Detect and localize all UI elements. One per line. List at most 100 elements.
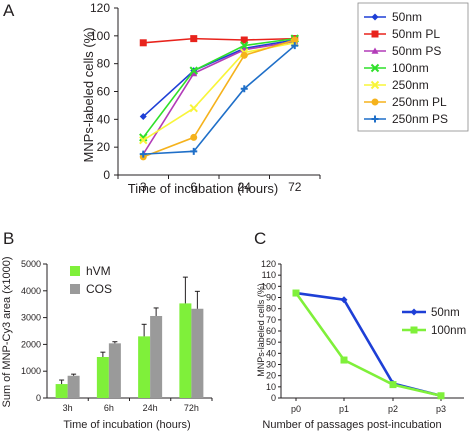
panel-a-point-250nm (139, 136, 148, 145)
panel-a-series-line-250nm-ps (143, 44, 296, 155)
panel-c-series-line-50nm (295, 291, 442, 398)
panel-a-point-250nm-ps (139, 150, 147, 158)
panel-a-x-tick-label: 72 (288, 180, 302, 194)
panel-a-y-tick-label: 40 (97, 112, 111, 126)
panel-a-x-tick-label: 6 (190, 180, 197, 194)
panel-a-legend: 50nm 50nm PL 50nm PS 100nm 250nm 250nm PL 250n… (357, 2, 469, 132)
panel-c-y-tick-label: 90 (266, 293, 276, 303)
panel-a-x-tick-label: 24 (238, 180, 252, 194)
panel-b-bar-cos (191, 308, 204, 398)
panel-b-bar-hvm (55, 384, 68, 398)
panel-b-x-tick-label: 24h (143, 403, 158, 413)
panel-a-x-tick-label: 3 (140, 180, 147, 194)
panel-b-bar-cos (150, 315, 163, 398)
panel-c-y-tick-label: 40 (266, 348, 276, 358)
panel-a-legend-label: 50nm PS (392, 44, 441, 58)
panel-a-series-line-50nm-pl (143, 37, 295, 44)
panel-a-legend-label: 50nm (392, 10, 422, 24)
panel-c-legend-marker-50nm (410, 308, 418, 316)
panel-b-legend: hVM COS (70, 264, 112, 296)
panel-a-point-50nm-pl (190, 35, 198, 43)
panel-a-legend-marker-250nm (370, 80, 380, 90)
panel-c-y-tick-label: 10 (266, 382, 276, 392)
panel-a-point-250nm-ps (240, 85, 248, 93)
panel-c-y-tick-label: 50 (266, 337, 276, 347)
panel-b-y-tick-label: 2000 (21, 339, 41, 349)
panel-a-series-line-250nm-pl (142, 39, 295, 158)
panel-a: A 0 20 40 60 80 100 120 3 6 24 72 Time of incubati… (3, 1, 469, 196)
panel-a-point-50nm-ps (190, 69, 198, 77)
panel-a-legend-label: 250nm PL (392, 95, 447, 109)
panel-c-series-line-100nm (294, 292, 442, 398)
panel-b-y-tick-label: 0 (36, 393, 41, 403)
panel-b-bar-hvm (179, 303, 192, 398)
panel-c-y-axis-title: MNPs-labeled cells (%) (256, 283, 266, 377)
panel-a-series-line-50nm-ps (142, 40, 295, 155)
panel-c-y-tick-label: 0 (271, 393, 276, 403)
panel-a-point-50nm (139, 113, 147, 121)
panel-a-point-50nm-pl (240, 36, 248, 44)
panel-a-legend-marker-50nm-ps (371, 47, 379, 54)
panel-a-y-tick-label: 60 (97, 85, 111, 99)
panel-a-legend-marker-50nm-pl (371, 30, 379, 38)
panel-b: B 0 1000 2000 3000 4000 5000 3h 6h 24h 72h Time o… (1, 229, 213, 431)
panel-a-y-tick-label: 0 (103, 168, 110, 182)
panel-b-bar-hvm (138, 336, 151, 398)
panel-b-legend-swatch-hvm (70, 266, 80, 276)
panel-b-bar-cos (67, 375, 80, 398)
panel-c-point-100nm (389, 381, 397, 389)
panel-c-y-tick-label: 100 (261, 281, 276, 291)
panel-a-point-250nm-pl (291, 36, 299, 44)
panel-c-legend-label: 100nm (431, 325, 466, 337)
panel-b-legend-label: COS (86, 282, 112, 296)
panel-b-bar-hvm (96, 356, 109, 398)
panel-a-point-250nm (189, 103, 198, 113)
panel-c-point-50nm (340, 296, 348, 304)
panel-c-y-tick-label: 80 (266, 304, 276, 314)
panel-b-y-tick-label: 3000 (21, 313, 41, 323)
panel-b-marks: 0 1000 2000 3000 4000 5000 3h 6h 24h 72h (21, 259, 213, 413)
panel-a-point-250nm-ps (291, 42, 299, 50)
panel-b-y-tick-label: 5000 (21, 259, 41, 269)
panel-b-x-tick-label: 72h (184, 403, 199, 413)
panel-c-x-tick-label: p2 (388, 404, 398, 414)
panel-c-point-100nm (437, 392, 445, 400)
panel-a-series-line-50nm (142, 39, 295, 118)
panel-c-point-100nm (340, 356, 348, 364)
panel-c-y-tick-label: 70 (266, 315, 276, 325)
panel-b-y-tick-label: 1000 (21, 366, 41, 376)
panel-b-y-tick-label: 4000 (21, 286, 41, 296)
panel-c-y-tick-label: 30 (266, 360, 276, 370)
panel-c-legend: 50nm 100nm (402, 307, 466, 337)
panel-a-point-250nm-pl (240, 51, 248, 59)
panel-a-legend-label: 100nm (392, 61, 429, 75)
panel-b-bar-cos (108, 343, 121, 398)
panel-c-x-tick-label: p0 (291, 404, 301, 414)
panel-b-x-tick-label: 3h (63, 403, 73, 413)
panel-a-legend-marker-50nm (371, 13, 379, 21)
panel-a-x-axis-title: Time of incubation (hours) (128, 181, 279, 196)
panel-a-letter: A (3, 1, 15, 20)
panel-c-y-tick-label: 60 (266, 326, 276, 336)
panel-a-point-250nm-pl (190, 133, 198, 141)
panel-a-legend-marker-100nm (370, 63, 380, 73)
panel-c-x-axis-title: Number of passages post-incubation (262, 419, 441, 431)
panel-b-x-tick-label: 6h (104, 403, 114, 413)
panel-a-y-tick-label: 20 (97, 140, 111, 154)
panel-a-point-100nm (240, 41, 249, 50)
panel-c-point-100nm (292, 289, 300, 297)
panel-b-letter: B (3, 229, 14, 248)
panel-a-legend-marker-250nm-pl (371, 98, 379, 106)
panel-c-y-tick-label: 110 (262, 270, 276, 280)
panel-b-legend-label: hVM (86, 264, 111, 278)
panel-b-y-axis-title: Sum of MNP-Cy3 area (x1000) (1, 257, 13, 408)
panel-a-legend-label: 250nm (392, 78, 429, 92)
panel-b-legend-swatch-cos (70, 284, 80, 294)
panel-c-y-tick-label: 120 (261, 259, 276, 269)
panel-b-x-axis-title: Time of incubation (hours) (63, 419, 190, 431)
panel-a-y-tick-label: 100 (90, 29, 110, 43)
